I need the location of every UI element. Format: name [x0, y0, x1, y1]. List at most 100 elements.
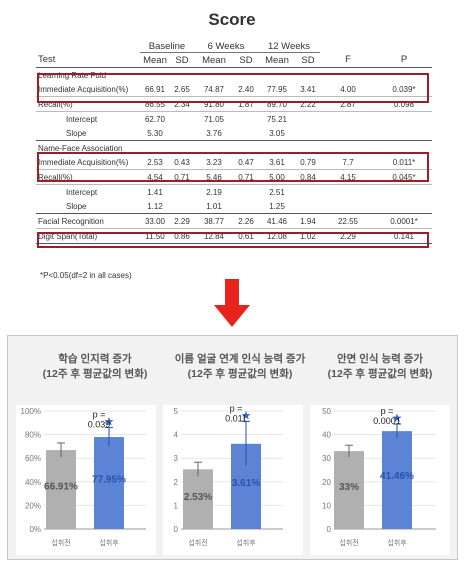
significance-star-icon: ★: [104, 415, 115, 429]
cell: 2.87: [340, 99, 356, 109]
header-mean: Mean: [140, 52, 170, 68]
cell: 2.53: [147, 157, 163, 167]
cell: 2.29: [174, 216, 190, 226]
chart-card-facial: 0 10 20 30 40 50 33% 섭취전 41.46% 섭취후 ★ p = 0.0001: [310, 405, 450, 555]
header-sd: SD: [170, 52, 194, 68]
cell: 0.098: [393, 99, 415, 109]
bar-before: [334, 451, 364, 529]
y-tick-label: 20: [322, 478, 331, 487]
header-p: P: [376, 52, 432, 68]
cell: 0.011*: [392, 157, 416, 167]
y-tick-label: 0%: [29, 525, 41, 534]
bar-value-label: 33%: [339, 482, 359, 493]
header-baseline: Baseline: [140, 38, 194, 53]
cell: 22.55: [337, 216, 359, 226]
y-tick-label: 0: [174, 525, 179, 534]
bar-chart-name-face: 0 1 2 3 4 5 2.53% 섭취전 3.61% 섭취후 ★p =0.011: [174, 403, 283, 547]
table-row: Intercept 62.70 71.05 75.21: [36, 112, 432, 127]
bar-after: [94, 437, 124, 529]
chart-title-learning: 학습 인지력 증가 (12주 후 평균값의 변화): [20, 352, 170, 382]
bar-before: [46, 450, 76, 529]
header-sd: SD: [296, 52, 320, 68]
cell: 33.00: [144, 216, 166, 226]
cell: 38.77: [203, 216, 225, 226]
cell: 2.22: [300, 99, 316, 109]
page-title: Score: [208, 10, 256, 29]
table-subheader-row: Test Mean SD Mean SD Mean SD F P: [36, 52, 432, 68]
row-label: Digit Span(Total): [38, 231, 98, 241]
bar-value-label: 77.95%: [92, 474, 126, 485]
y-tick-label: 5: [174, 407, 179, 416]
row-label: Facial Recognition: [38, 216, 104, 226]
cell: 0.141: [393, 231, 415, 241]
chart-title-line: 이름 얼굴 연계 인식 능력 증가: [174, 353, 306, 365]
cell: 5.30: [147, 128, 163, 138]
bar-after: [382, 431, 412, 529]
table-header-row: Baseline 6 Weeks 12 Weeks: [36, 38, 432, 53]
table-footnote: *P<0.05(df=2 in all cases): [40, 271, 132, 280]
chart-subtitle-line: (12주 후 평균값의 변화): [327, 368, 433, 380]
p-value-number: 0.011: [225, 413, 247, 423]
header-f: F: [320, 52, 376, 68]
cell: 77.95: [266, 84, 288, 94]
table-row: Digit Span(Total) 11.50 0.86 12.84 0.61 …: [36, 229, 432, 244]
p-value-label: p =: [230, 405, 243, 413]
highlight-box-learning-rate: [37, 73, 429, 103]
row-label: Immediate Acquisition(%): [38, 157, 129, 167]
chart-subtitle-line: (12주 후 평균값의 변화): [187, 368, 293, 380]
cell: 0.045*: [392, 172, 416, 182]
cell: 5.46: [206, 172, 222, 182]
y-tick-label: 2: [174, 478, 179, 487]
table-row: Recall(%) 4.54 0.71 5.46 0.71 5.00 0.84 …: [36, 170, 432, 185]
y-tick-label: 30: [322, 454, 331, 463]
x-tick-label: 섭취후: [387, 538, 407, 547]
cell: 1.94: [300, 216, 316, 226]
p-value-number: 0.0001: [373, 416, 401, 426]
header-mean: Mean: [194, 52, 234, 68]
header-12-weeks: 12 Weeks: [258, 38, 320, 53]
p-value-number: 0.039: [88, 420, 111, 430]
y-tick-label: 1: [174, 501, 179, 510]
chart-title-line: 학습 인지력 증가: [58, 353, 132, 365]
table-row: Intercept 1.41 2.19 2.51: [36, 185, 432, 200]
cell: 2.40: [238, 84, 254, 94]
row-label: Recall(%): [38, 172, 73, 182]
cell: 1.87: [238, 99, 254, 109]
bar-value-label: 3.61%: [232, 478, 260, 489]
y-tick-label: 40: [322, 431, 331, 440]
header-mean: Mean: [258, 52, 296, 68]
cell: 91.80: [203, 99, 225, 109]
cell: 2.26: [238, 216, 254, 226]
chart-card-learning: 0% 20% 40% 60% 80% 100% 66.91% 섭취전 77.95% 섭취후 ★ p =…: [16, 405, 156, 555]
significance-star-icon: ★: [241, 408, 252, 422]
down-arrow-icon: [214, 279, 250, 327]
bar-value-label: 41.46%: [380, 471, 414, 482]
cell: 0.71: [238, 172, 254, 182]
cell: 0.79: [300, 157, 316, 167]
cell: 74.87: [203, 84, 225, 94]
score-table: Baseline 6 Weeks 12 Weeks Test Mean SD M…: [36, 38, 432, 244]
cell: 2.65: [174, 84, 190, 94]
table-group-row: Learning Rate Fuld: [36, 68, 432, 83]
highlight-box-facial-recognition: [37, 232, 429, 248]
cell: 41.46: [266, 216, 288, 226]
significance-star-icon: ★: [392, 411, 403, 425]
table-row: Recall(%) 86.55 2.34 91.80 1.87 89.70 2.…: [36, 97, 432, 112]
row-label: Slope: [66, 128, 87, 138]
cell: 12.08: [266, 231, 288, 241]
bar-chart-learning: 0% 20% 40% 60% 80% 100% 66.91% 섭취전 77.95% 섭취후 ★p =…: [21, 407, 146, 547]
table-row: Facial Recognition 33.00 2.29 38.77 2.26…: [36, 214, 432, 229]
cell: 0.84: [300, 172, 316, 182]
cell: 2.51: [269, 187, 285, 197]
y-tick-label: 20%: [25, 501, 41, 510]
cell: 71.05: [203, 114, 225, 124]
cell: 75.21: [266, 114, 288, 124]
cell: 2.34: [174, 99, 190, 109]
highlight-box-name-face: [37, 152, 429, 182]
cell: 4.00: [340, 84, 356, 94]
bar-before: [183, 469, 213, 529]
cell: 1.41: [147, 187, 163, 197]
y-tick-label: 3: [174, 454, 179, 463]
cell: 5.00: [269, 172, 285, 182]
chart-subtitle-line: (12주 후 평균값의 변화): [42, 368, 148, 380]
